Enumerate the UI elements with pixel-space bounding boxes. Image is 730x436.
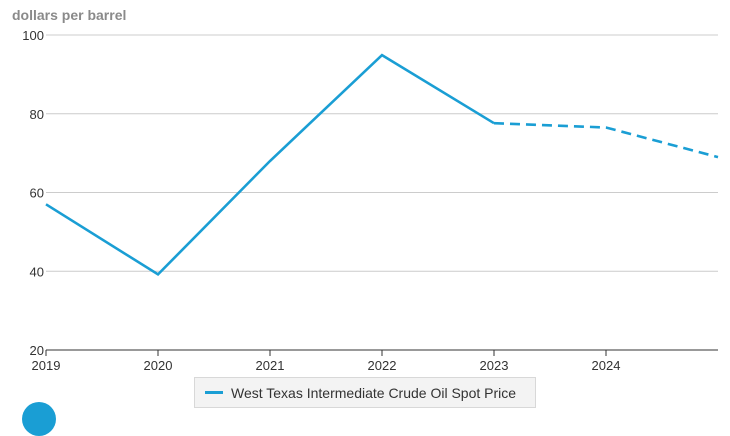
series-line-forecast (494, 123, 718, 157)
y-tick-label: 40 (30, 264, 44, 279)
y-tick-label: 60 (30, 186, 44, 201)
y-tick-label: 100 (22, 28, 44, 43)
legend-swatch (205, 391, 223, 394)
x-tick-label: 2020 (144, 358, 173, 373)
x-tick-label: 2022 (368, 358, 397, 373)
y-tick-label: 20 (30, 343, 44, 358)
x-tick-label: 2023 (480, 358, 509, 373)
legend-label: West Texas Intermediate Crude Oil Spot P… (231, 385, 516, 401)
y-tick-label: 80 (30, 107, 44, 122)
series-line-historical (46, 55, 494, 274)
logo-icon (22, 402, 56, 436)
legend: West Texas Intermediate Crude Oil Spot P… (194, 377, 536, 408)
x-tick-label: 2019 (32, 358, 61, 373)
chart-plot-area: 20 40 60 80 100 2019 2020 2021 2022 2023 2024 (0, 0, 730, 410)
x-tick-label: 2021 (256, 358, 285, 373)
x-tick-label: 2024 (592, 358, 621, 373)
